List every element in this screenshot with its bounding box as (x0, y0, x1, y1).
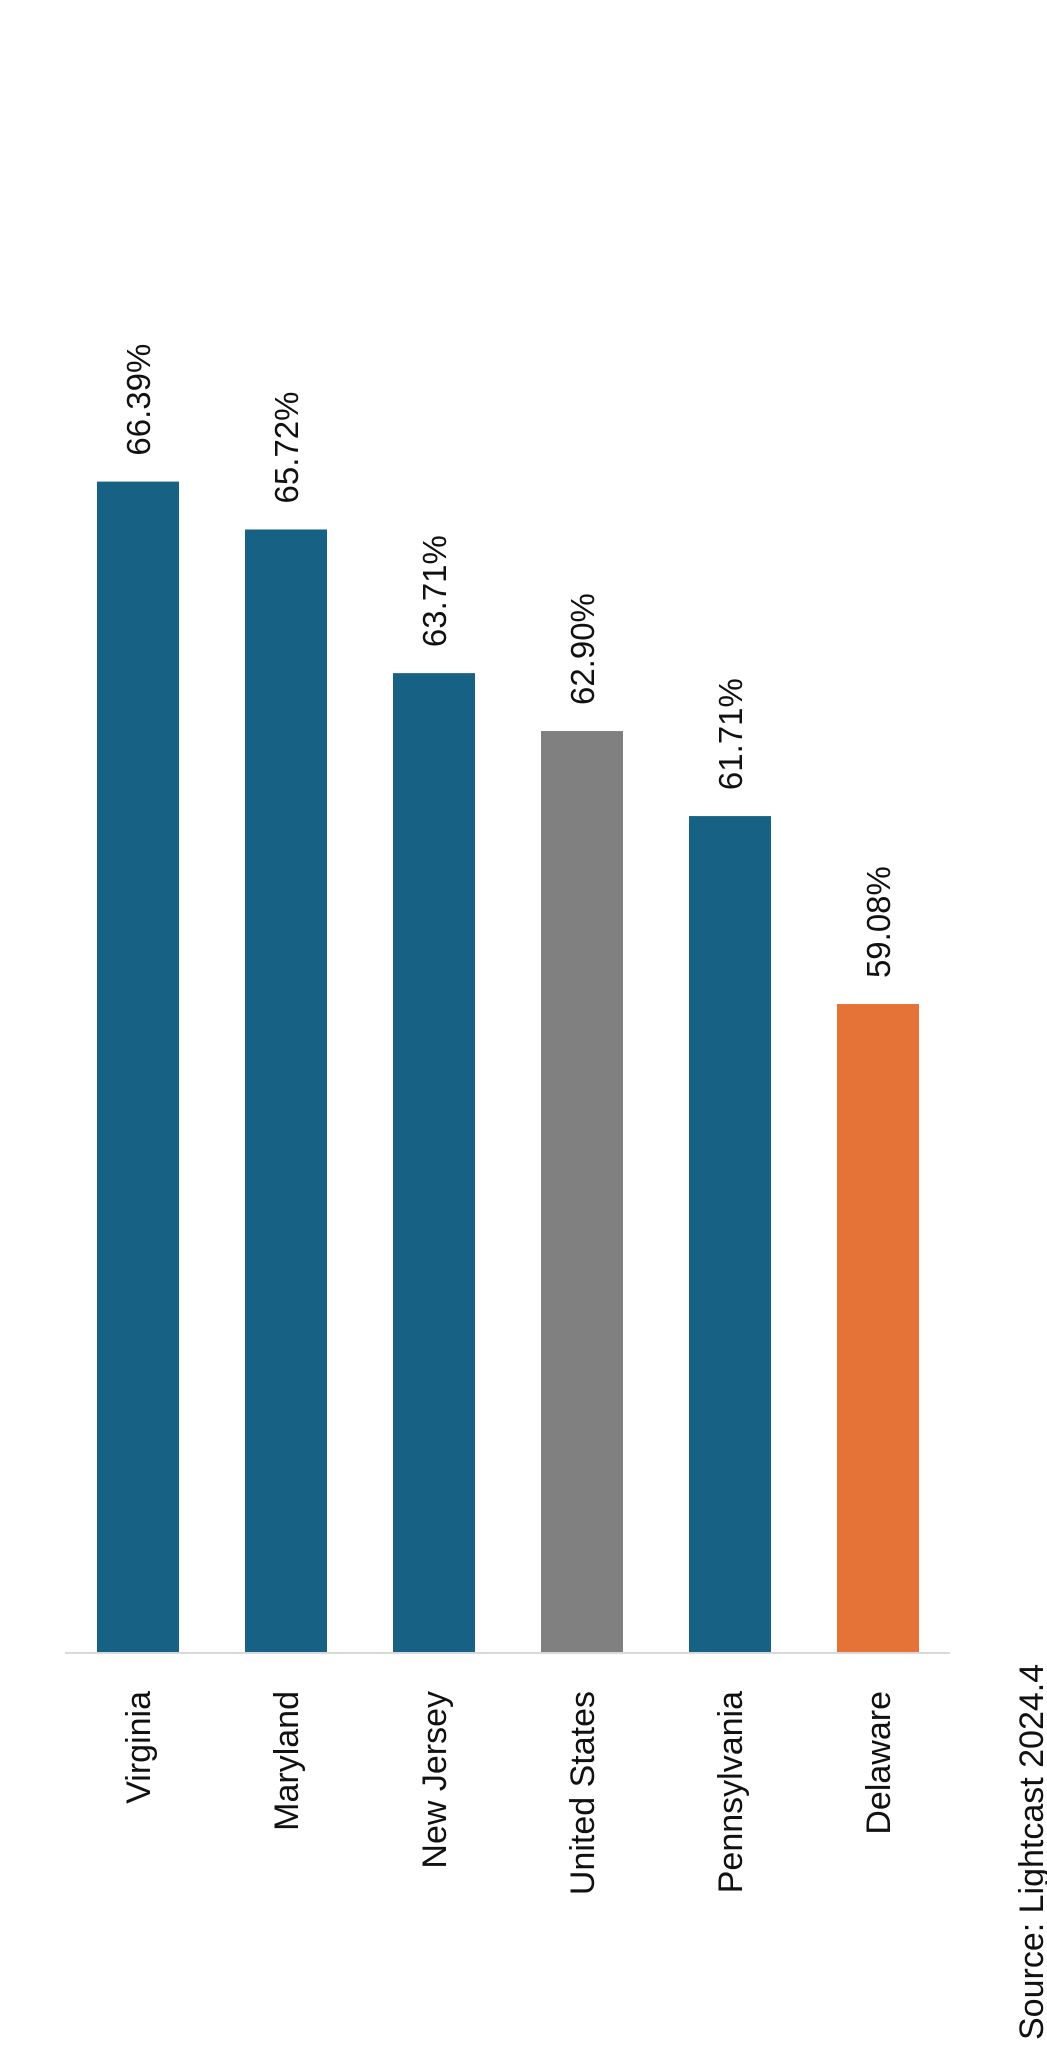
category-labels-layer: Virginia Maryland New Jersey United States P… (120, 1691, 898, 1895)
category-label-pennsylvania: Pennsylvania (712, 1691, 750, 1893)
bar-united-states (541, 731, 623, 1653)
value-labels-layer: 66.39% 65.72% 63.71% 62.90% 61.71% 59.08% (120, 344, 897, 978)
value-label-new-jersey: 63.71% (416, 535, 453, 647)
source-note: Source: Lightcast 2024.4 (1013, 1664, 1047, 2040)
bars-layer (97, 481, 919, 1653)
bar-new-jersey (393, 673, 475, 1653)
bar-delaware (837, 1004, 919, 1653)
bar-pennsylvania (689, 816, 771, 1653)
category-label-maryland: Maryland (268, 1691, 306, 1831)
value-label-pennsylvania: 61.71% (712, 678, 749, 790)
value-label-delaware: 59.08% (860, 866, 897, 978)
category-label-new-jersey: New Jersey (416, 1691, 454, 1869)
bar-maryland (245, 529, 327, 1653)
value-label-maryland: 65.72% (268, 392, 305, 504)
bar-virginia (97, 481, 179, 1653)
category-label-united-states: United States (564, 1691, 602, 1895)
category-label-delaware: Delaware (860, 1691, 898, 1835)
category-label-virginia: Virginia (120, 1691, 158, 1804)
value-label-united-states: 62.90% (564, 593, 601, 705)
value-label-virginia: 66.39% (120, 344, 157, 456)
